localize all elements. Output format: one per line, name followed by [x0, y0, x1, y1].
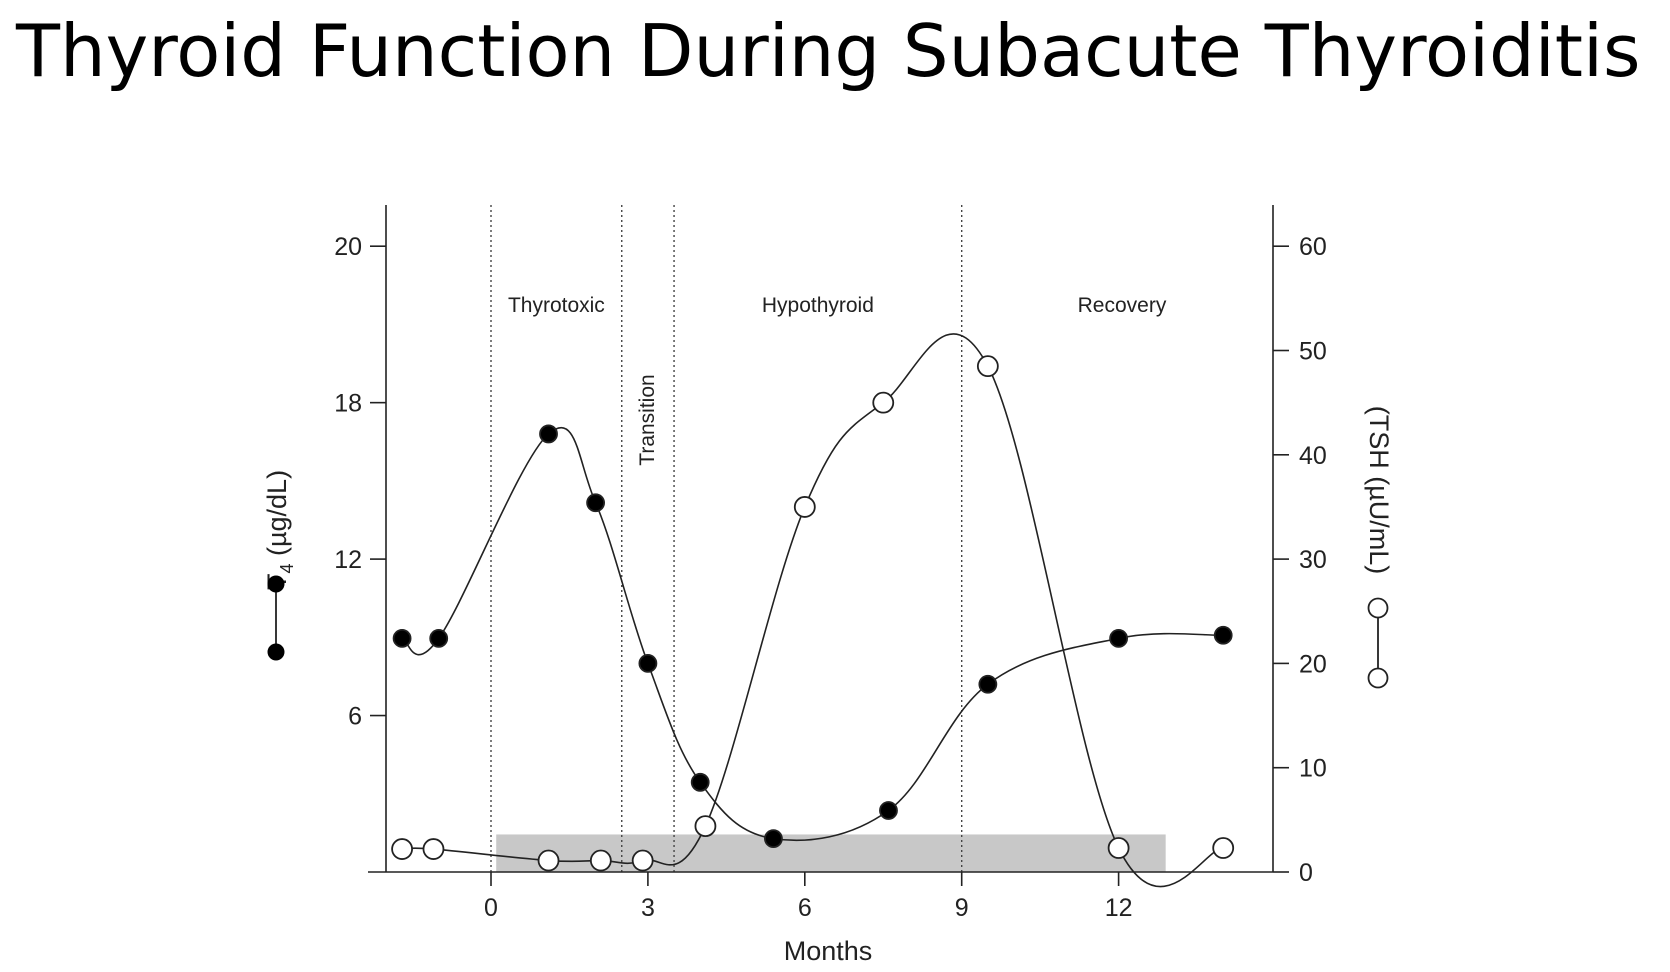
- tsh-point-1: [422, 838, 445, 860]
- tsh-point-6: [793, 496, 816, 518]
- t4-point-0: [392, 628, 412, 648]
- x-tick-label-9: 9: [955, 894, 969, 922]
- tsh-point-0: [391, 838, 413, 860]
- tsh-point-8: [976, 355, 999, 378]
- right-tick-label-40: 40: [1299, 442, 1327, 470]
- left-tick-label-18: 18: [334, 390, 362, 418]
- tsh-point-10: [1212, 837, 1235, 859]
- page-title: Thyroid Function During Subacute Thyroid…: [16, 9, 1641, 93]
- t4-point-5: [690, 772, 710, 792]
- right-legend-dot-bottom: [1367, 667, 1389, 689]
- phase-label-transition: Transition: [636, 374, 659, 465]
- phase-label-recovery: Recovery: [1078, 294, 1167, 317]
- t4-point-10: [1213, 625, 1233, 645]
- tsh-point-2: [537, 849, 560, 872]
- t4-point-2: [539, 424, 558, 444]
- t4-point-3: [586, 493, 605, 513]
- tsh-point-3: [589, 849, 612, 872]
- t4-point-8: [978, 674, 998, 694]
- x-tick-label-6: 6: [798, 894, 812, 922]
- right-legend-dot-top: [1367, 597, 1389, 619]
- chart-axes: 0 3 6 9 12 6 12 18 20 0 10 20 30 40 50 60: [334, 205, 1327, 922]
- right-tick-label-0: 0: [1299, 859, 1313, 887]
- tsh-point-4: [631, 849, 654, 872]
- tsh-point-5: [694, 815, 717, 838]
- phase-labels: Thyrotoxic Transition Hypothyroid Recovery: [508, 294, 1167, 466]
- left-tick-label-12: 12: [334, 546, 362, 574]
- left-legend-dot-top: [267, 575, 285, 593]
- series-points: [391, 355, 1235, 872]
- left-axis-label-text: T4 (µg/dL): [262, 470, 297, 590]
- axis-labels: Months T4 (µg/dL) (TSH (µU/mL): [262, 406, 1394, 966]
- t4-point-9: [1109, 628, 1128, 648]
- phase-boundary-lines: [490, 205, 963, 872]
- x-tick-label-12: 12: [1105, 894, 1133, 922]
- phase-label-thyrotoxic: Thyrotoxic: [508, 294, 605, 317]
- right-axis-label: (TSH (µU/mL): [1364, 406, 1394, 575]
- t4-point-4: [638, 654, 658, 673]
- t4-point-1: [429, 628, 449, 648]
- t4-point-6: [764, 829, 783, 849]
- tsh-line: [402, 333, 1224, 888]
- series-lines: [401, 333, 1224, 888]
- t4-point-7: [879, 801, 898, 820]
- left-legend-dot-bottom: [267, 643, 285, 661]
- right-tick-label-20: 20: [1299, 650, 1327, 678]
- right-tick-label-50: 50: [1299, 338, 1327, 366]
- right-tick-label-60: 60: [1299, 233, 1327, 261]
- t4-line: [401, 426, 1224, 842]
- x-axis-label: Months: [784, 936, 873, 966]
- x-tick-label-3: 3: [641, 894, 655, 922]
- right-axis-label-text: (TSH (µU/mL): [1364, 406, 1394, 575]
- phase-label-hypothyroid: Hypothyroid: [762, 294, 874, 317]
- left-axis-label: T4 (µg/dL): [262, 470, 297, 590]
- tsh-point-7: [872, 391, 895, 414]
- x-tick-label-0: 0: [484, 894, 498, 922]
- tsh-point-9: [1107, 837, 1130, 859]
- right-tick-label-30: 30: [1299, 546, 1327, 574]
- left-tick-label-6: 6: [348, 703, 362, 731]
- right-tick-label-10: 10: [1299, 755, 1327, 783]
- left-tick-label-20: 20: [334, 233, 362, 261]
